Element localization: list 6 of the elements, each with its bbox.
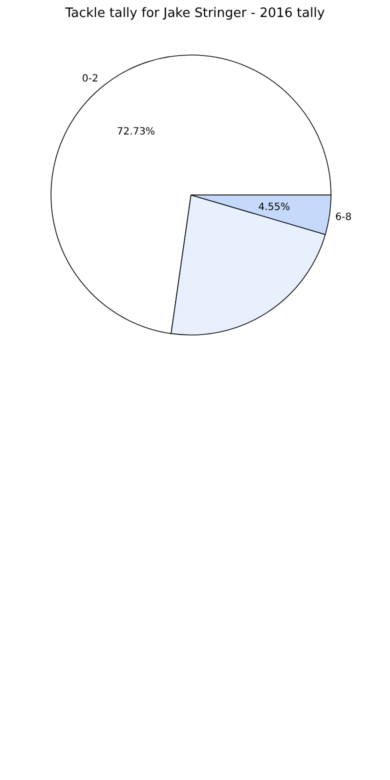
chart-title: Tackle tally for Jake Stringer - 2016 tally xyxy=(64,6,326,21)
slice-label: 6-8 xyxy=(335,212,352,223)
pie-slice xyxy=(50,54,332,334)
data-label: 4.55% xyxy=(258,202,290,213)
slice-label: 0-2 xyxy=(82,74,98,85)
data-label: 72.73% xyxy=(116,126,156,138)
